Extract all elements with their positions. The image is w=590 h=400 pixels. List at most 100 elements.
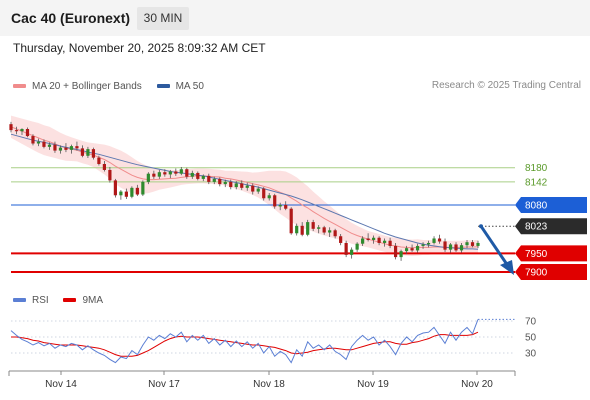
- candle: [141, 181, 145, 195]
- header-bar: [0, 0, 590, 36]
- candle: [58, 147, 63, 151]
- candle: [443, 241, 447, 250]
- candle: [196, 172, 200, 179]
- candle: [179, 169, 183, 174]
- candle: [470, 242, 475, 246]
- legend-swatch-ma20: [13, 84, 26, 88]
- candle: [47, 144, 52, 147]
- candle: [207, 175, 211, 182]
- candle: [212, 178, 216, 182]
- chart-legend: MA 20 + Bollinger Bands MA 50: [13, 80, 216, 92]
- candle: [437, 238, 442, 242]
- candle: [366, 238, 370, 240]
- legend-item-ma20[interactable]: MA 20 + Bollinger Bands: [13, 81, 142, 92]
- candle: [124, 191, 128, 197]
- candle: [240, 183, 244, 188]
- candle: [393, 245, 398, 258]
- candle: [223, 181, 227, 185]
- rsi-line: [10, 319, 479, 364]
- candle: [355, 243, 359, 250]
- candle: [322, 227, 326, 233]
- level-label-8180: 8180: [525, 163, 548, 174]
- candle: [295, 225, 299, 234]
- timeframe-badge[interactable]: 30 MIN: [137, 7, 189, 30]
- candle: [377, 237, 381, 243]
- candle: [399, 251, 403, 258]
- candle: [102, 164, 106, 170]
- legend-swatch-9ma: [63, 298, 77, 302]
- candle: [201, 175, 205, 179]
- level-label-7950: 7950: [525, 249, 548, 260]
- candle: [31, 136, 35, 144]
- forecast-arrow: [479, 225, 510, 267]
- level-label-box-8023: [515, 218, 587, 235]
- level-label-8080: 8080: [525, 200, 548, 211]
- legend-item-ma50[interactable]: MA 50: [156, 81, 204, 92]
- candle: [383, 240, 387, 243]
- candle: [300, 225, 304, 235]
- candle: [245, 185, 249, 188]
- candle: [135, 187, 139, 195]
- candle: [185, 169, 189, 177]
- candle: [14, 130, 19, 132]
- candle: [168, 171, 172, 175]
- candle: [251, 185, 255, 192]
- candle: [69, 146, 74, 150]
- bollinger-band: [11, 115, 478, 256]
- legend-item-9ma[interactable]: 9MA: [63, 295, 103, 306]
- candle: [344, 242, 348, 255]
- candle: [372, 237, 376, 240]
- candle: [459, 245, 464, 251]
- x-tick-label: Nov 17: [148, 379, 180, 390]
- candle: [273, 195, 277, 207]
- timestamp: Thursday, November 20, 2025 8:09:32 AM C…: [13, 41, 266, 55]
- forecast-start-dot: [479, 224, 483, 229]
- legend-label-ma20: MA 20 + Bollinger Bands: [32, 80, 142, 92]
- x-tick-label: Nov 20: [461, 379, 493, 390]
- candle: [174, 171, 178, 174]
- candle: [152, 173, 156, 177]
- research-credit: Research © 2025 Trading Central: [431, 80, 581, 91]
- candle: [410, 248, 414, 251]
- candle: [130, 187, 134, 197]
- candle: [448, 244, 453, 250]
- candle: [91, 149, 96, 158]
- candle: [80, 148, 85, 156]
- candle: [229, 181, 233, 188]
- candle: [267, 195, 271, 199]
- candle: [163, 172, 167, 175]
- rsi-legend: RSI 9MA: [13, 294, 115, 306]
- candle: [476, 242, 480, 246]
- candle: [86, 149, 90, 156]
- candle: [415, 245, 420, 251]
- legend-item-rsi[interactable]: RSI: [13, 295, 49, 306]
- candle: [20, 128, 24, 132]
- candle: [421, 244, 425, 246]
- level-label-box-7900: [515, 264, 587, 280]
- candle: [426, 242, 431, 245]
- candle: [404, 248, 409, 252]
- candle: [317, 227, 321, 229]
- candle: [289, 208, 293, 234]
- candle: [333, 230, 337, 237]
- candle: [256, 188, 260, 192]
- candle: [64, 147, 68, 150]
- candle: [190, 172, 194, 177]
- candle: [350, 249, 354, 255]
- level-label-7900: 7900: [525, 268, 548, 279]
- candle: [388, 240, 392, 246]
- candle: [306, 222, 310, 235]
- rsi-axis-label: 30: [525, 349, 537, 360]
- candle: [328, 230, 332, 233]
- candle: [278, 204, 282, 207]
- x-tick-label: Nov 18: [253, 379, 285, 390]
- candle: [234, 183, 238, 188]
- level-label-box-8080: [515, 196, 587, 213]
- rsi-axis-label: 70: [525, 317, 537, 328]
- instrument-title: Cac 40 (Euronext): [11, 10, 131, 26]
- candle: [75, 146, 79, 149]
- candle: [339, 236, 343, 243]
- forecast-arrow-head: [500, 260, 514, 275]
- x-tick-label: Nov 14: [45, 379, 77, 390]
